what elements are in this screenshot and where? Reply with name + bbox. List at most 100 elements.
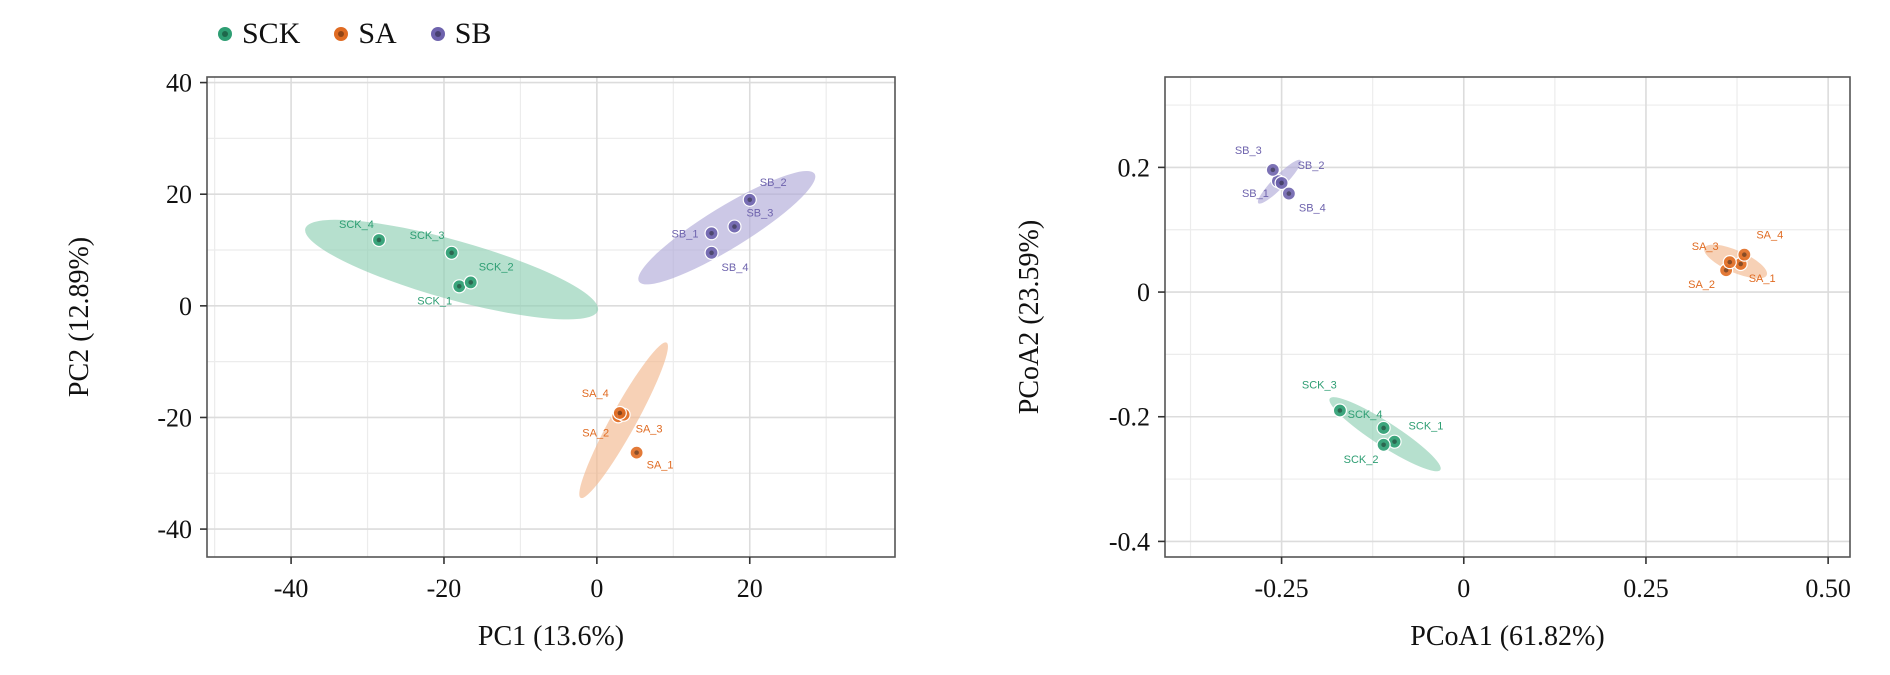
point-label: SCK_1 (417, 295, 452, 307)
y-tick-label: -40 (157, 515, 192, 544)
data-point-core (709, 230, 714, 236)
data-point (1332, 403, 1347, 418)
point-label: SCK_2 (1344, 454, 1379, 466)
plot-border (206, 76, 896, 558)
pca-panel: SCK_1 SCK_2 SCK_3 SCK_4 SA_1 SA_2 SA_3 SA_4 SB_1… (64, 69, 896, 652)
x-tick-label: 20 (737, 574, 763, 603)
data-point-core (1723, 267, 1729, 273)
point-label: SB_4 (722, 262, 749, 274)
data-point (1376, 437, 1391, 452)
y-tick-label: 0 (179, 292, 192, 321)
legend-marker-sb (430, 27, 445, 41)
data-point (727, 219, 742, 234)
data-point (612, 405, 627, 421)
y-tick-label: 0 (1137, 278, 1150, 307)
point-label: SA_1 (1749, 273, 1776, 285)
legend-marker-sck (218, 27, 232, 41)
data-point (371, 232, 387, 248)
point-label: SA_4 (1756, 230, 1783, 242)
legend-item-sck: SCK (218, 17, 300, 51)
point-label: SB_4 (1299, 203, 1326, 215)
legend: SCK SA SB (218, 16, 491, 52)
y-axis-title: PC2 (12.89%) (64, 237, 95, 397)
y-tick-label: 40 (166, 69, 192, 98)
y-tick-label: 0.2 (1118, 153, 1151, 182)
data-point-core (1381, 442, 1386, 448)
point-label: SB_1 (672, 228, 699, 240)
data-point-core (617, 410, 623, 416)
legend-label-sa: SA (358, 17, 397, 50)
data-point (1376, 420, 1391, 436)
data-point-core (1738, 261, 1743, 267)
x-tick-label: -40 (274, 574, 309, 603)
pcoa-panel: SCK_1 SCK_2 SCK_3 SCK_4 SA_1 SA_2 SA_3 SA_4 SB_1… (1014, 76, 1851, 652)
data-point (463, 275, 478, 290)
data-point-core (449, 250, 454, 256)
data-point-core (376, 237, 382, 243)
data-point-core (747, 197, 753, 203)
data-point-core (634, 450, 639, 455)
legend-label-sck: SCK (242, 17, 301, 50)
data-point (704, 226, 719, 241)
point-label: SB_3 (746, 208, 773, 220)
point-label: SA_2 (582, 427, 609, 439)
data-point (1722, 255, 1737, 270)
x-tick-label: 0 (590, 574, 603, 603)
data-point (742, 192, 757, 207)
data-point-core (1392, 439, 1397, 444)
legend-label-sb: SB (454, 17, 492, 50)
y-axis-title: PCoA2 (23.59%) (1014, 220, 1045, 414)
point-label: SB_2 (1298, 160, 1325, 172)
point-label: SA_2 (1688, 279, 1715, 291)
data-point (1274, 175, 1289, 191)
data-point (1281, 186, 1296, 201)
legend-item-sa: SA (334, 17, 397, 51)
x-tick-label: -0.25 (1255, 574, 1309, 603)
legend-marker-sa (334, 27, 349, 41)
plot-border (1164, 76, 1851, 558)
y-tick-label: 20 (166, 180, 192, 209)
data-point (704, 245, 719, 260)
data-point-core (732, 224, 737, 229)
point-label: SB_3 (1235, 145, 1262, 157)
point-label: SCK_4 (1348, 409, 1383, 421)
data-point-core (1270, 167, 1276, 173)
plot-area (1165, 77, 1850, 557)
x-tick-label: -20 (427, 574, 462, 603)
point-label: SCK_4 (339, 219, 374, 231)
point-label: SCK_3 (410, 230, 445, 242)
data-point-core (468, 280, 474, 285)
point-label: SB_2 (760, 177, 787, 189)
data-point-core (1337, 408, 1343, 413)
x-axis-title: PC1 (13.6%) (478, 621, 624, 652)
data-point (629, 445, 644, 460)
data-point (1737, 247, 1752, 262)
x-tick-label: 0.25 (1623, 574, 1669, 603)
point-label: SCK_2 (479, 261, 514, 273)
point-label: SCK_1 (1409, 421, 1444, 433)
data-point-core (1286, 191, 1292, 196)
data-point (1265, 162, 1280, 177)
data-point-core (1742, 252, 1747, 257)
data-point (444, 245, 459, 260)
data-point-core (1279, 180, 1284, 186)
y-tick-label: -0.2 (1109, 403, 1150, 432)
data-point-core (1727, 259, 1733, 265)
data-point-core (456, 284, 462, 289)
point-label: SA_3 (636, 424, 663, 436)
y-tick-label: -0.4 (1109, 527, 1150, 556)
x-tick-label: 0 (1457, 574, 1470, 603)
legend-item-sb: SB (430, 17, 492, 51)
x-axis-title: PCoA1 (61.82%) (1410, 621, 1604, 652)
point-label: SCK_3 (1302, 380, 1337, 392)
point-label: SB_1 (1242, 188, 1269, 200)
confidence-ellipse-sb (638, 171, 816, 285)
y-tick-label: -20 (157, 403, 192, 432)
x-tick-label: 0.50 (1805, 574, 1851, 603)
point-label: SA_1 (647, 460, 674, 472)
data-point-core (709, 250, 714, 256)
point-label: SA_4 (582, 388, 609, 400)
point-label: SA_3 (1692, 241, 1719, 253)
